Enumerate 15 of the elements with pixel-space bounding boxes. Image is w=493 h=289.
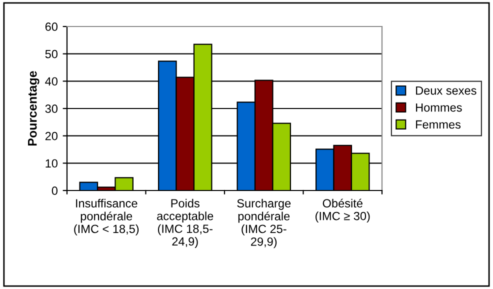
y-tick-label: 40	[45, 77, 58, 86]
y-tick-label: 20	[45, 132, 58, 140]
x-tick-label: Insuffisance pondérale (IMC < 18,5)	[74, 198, 139, 236]
y-tick-label: 30	[45, 104, 58, 113]
x-tick-label: Poids acceptable (IMC 18,5- 24,9)	[157, 198, 214, 248]
legend-label: Femmes	[416, 120, 461, 129]
y-tick-label: 60	[45, 22, 58, 31]
x-tick-label: Obésité (IMC ≥ 30)	[316, 198, 370, 223]
y-axis-title: Pourcentage	[28, 71, 40, 146]
y-tick-label: 10	[46, 159, 58, 168]
x-tick-label: Surcharge pondérale (IMC 25- 29,9)	[237, 198, 291, 248]
legend-label: Deux sexes	[416, 86, 476, 95]
legend-label: Hommes	[416, 103, 462, 112]
y-tick-label: 50	[45, 50, 58, 58]
y-tick-label: 0	[52, 186, 58, 195]
